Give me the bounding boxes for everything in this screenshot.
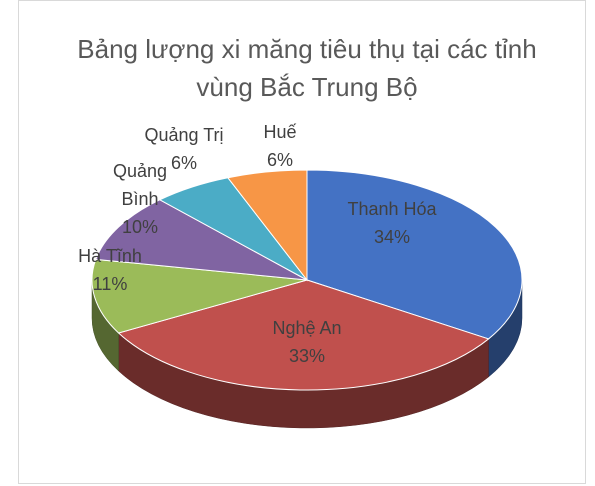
category-label: Quảng Trị xyxy=(144,125,224,145)
value-label: 10% xyxy=(121,217,159,237)
data-label: Quảng Trị 6% xyxy=(129,121,239,177)
data-label: Thanh Hóa 34% xyxy=(322,195,462,251)
category-label: Thanh Hóa xyxy=(347,199,437,219)
slice xyxy=(226,169,308,282)
value-label: 6% xyxy=(170,153,197,173)
data-label: Huế 6% xyxy=(245,118,315,174)
data-label: Nghệ An 33% xyxy=(237,314,377,370)
slice xyxy=(95,199,308,281)
category-label: Quảng Bình xyxy=(112,161,168,209)
value-label: 34% xyxy=(373,227,411,247)
slice xyxy=(91,258,308,334)
data-label: Quảng Bình 10% xyxy=(109,157,171,241)
value-label: 33% xyxy=(288,346,326,366)
value-label: 6% xyxy=(266,150,293,170)
data-label: Hà Tĩnh 11% xyxy=(60,242,160,298)
slice xyxy=(117,279,490,391)
chart-title: Bảng lượng xi măng tiêu thụ tại các tỉnh… xyxy=(77,34,537,102)
value-label: 11% xyxy=(92,274,128,294)
category-label: Nghệ An xyxy=(272,318,342,338)
category-label: Huế xyxy=(263,122,297,142)
chart-frame xyxy=(18,0,586,484)
category-label: Hà Tĩnh xyxy=(78,246,142,266)
slice xyxy=(306,169,523,340)
